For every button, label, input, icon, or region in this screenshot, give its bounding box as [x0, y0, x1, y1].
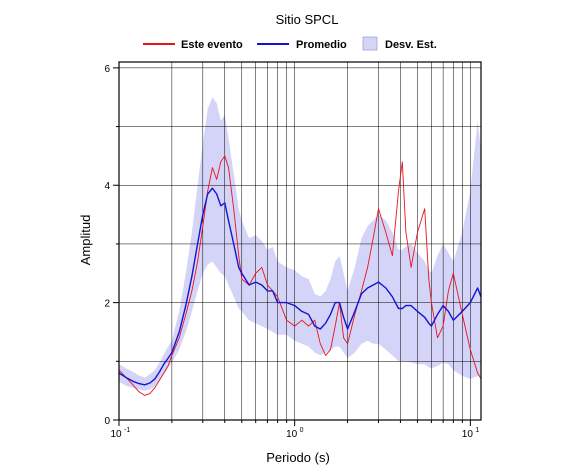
y-tick-label: 4 [104, 181, 110, 192]
x-tick-exponent: 0 [300, 427, 304, 434]
x-tick-label: 10 [286, 429, 298, 440]
std-band-layer [119, 97, 481, 391]
y-tick-label: 0 [104, 416, 110, 427]
series-line-este-evento [118, 155, 482, 396]
legend: Este evento Promedio Desv. Est. [143, 36, 437, 51]
x-tick-exponent: 1 [475, 427, 479, 434]
y-tick-label: 6 [104, 64, 110, 75]
x-tick-exponent: -1 [124, 427, 130, 434]
series-line-promedio [118, 187, 482, 386]
std-band [119, 97, 481, 391]
legend-label: Desv. Est. [385, 39, 437, 51]
x-tick-label: 10 [462, 429, 474, 440]
legend-swatch [362, 36, 378, 51]
plot-frame [118, 61, 482, 421]
grid [119, 62, 481, 420]
y-axis-label: Amplitud [78, 215, 93, 266]
x-tick-label: 10 [110, 429, 122, 440]
chart-title: Sitio SPCL [276, 12, 339, 27]
series-layer [118, 155, 482, 396]
legend-label: Promedio [296, 39, 347, 51]
y-tick-label: 2 [104, 299, 110, 310]
x-axis-label: Periodo (s) [266, 450, 330, 465]
legend-label: Este evento [181, 39, 243, 51]
